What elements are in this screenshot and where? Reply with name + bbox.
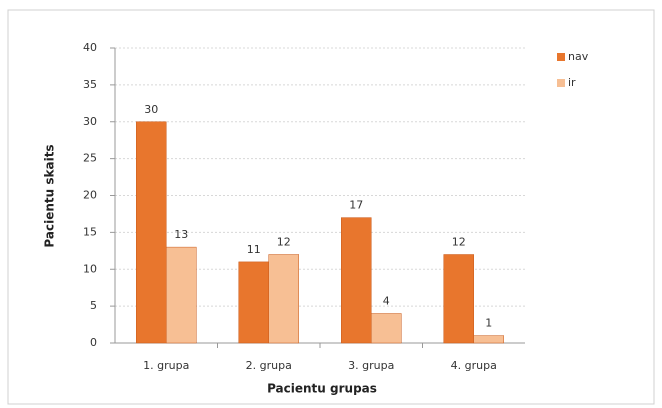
y-tick-label: 5: [90, 299, 97, 312]
y-axis-title: Pacientu skaits: [43, 144, 57, 247]
y-tick-label: 30: [83, 115, 97, 128]
bar: [473, 335, 504, 344]
x-tick-label: 1. grupa: [143, 359, 189, 372]
chart-frame: [7, 9, 655, 405]
data-label: 30: [144, 103, 158, 116]
data-label: 12: [452, 236, 466, 249]
bar: [443, 254, 474, 344]
x-tick-label: 3. grupa: [348, 359, 394, 372]
y-tick-label: 35: [83, 78, 97, 91]
bar: [268, 254, 299, 344]
y-tick-label: 10: [83, 262, 97, 275]
data-label: 12: [277, 236, 291, 249]
bar: [136, 121, 167, 344]
data-label: 11: [247, 243, 261, 256]
data-label: 4: [383, 295, 390, 308]
x-axis-title: Pacientu grupas: [267, 382, 377, 396]
y-tick-label: 0: [90, 336, 97, 349]
y-tick-label: 15: [83, 225, 97, 238]
y-tick-label: 20: [83, 189, 97, 202]
y-tick-label: 40: [83, 41, 97, 54]
legend-label: nav: [568, 50, 589, 63]
bar: [238, 261, 269, 344]
y-tick-label: 25: [83, 152, 97, 165]
data-label: 17: [349, 199, 363, 212]
data-label: 13: [174, 228, 188, 241]
legend-label: ir: [568, 76, 576, 89]
bar: [371, 313, 402, 344]
legend-swatch: [557, 79, 565, 87]
bar: [166, 246, 197, 344]
legend-swatch: [557, 53, 565, 61]
data-label: 1: [485, 317, 492, 330]
x-tick-label: 4. grupa: [451, 359, 497, 372]
bar: [341, 217, 372, 344]
x-tick-label: 2. grupa: [246, 359, 292, 372]
